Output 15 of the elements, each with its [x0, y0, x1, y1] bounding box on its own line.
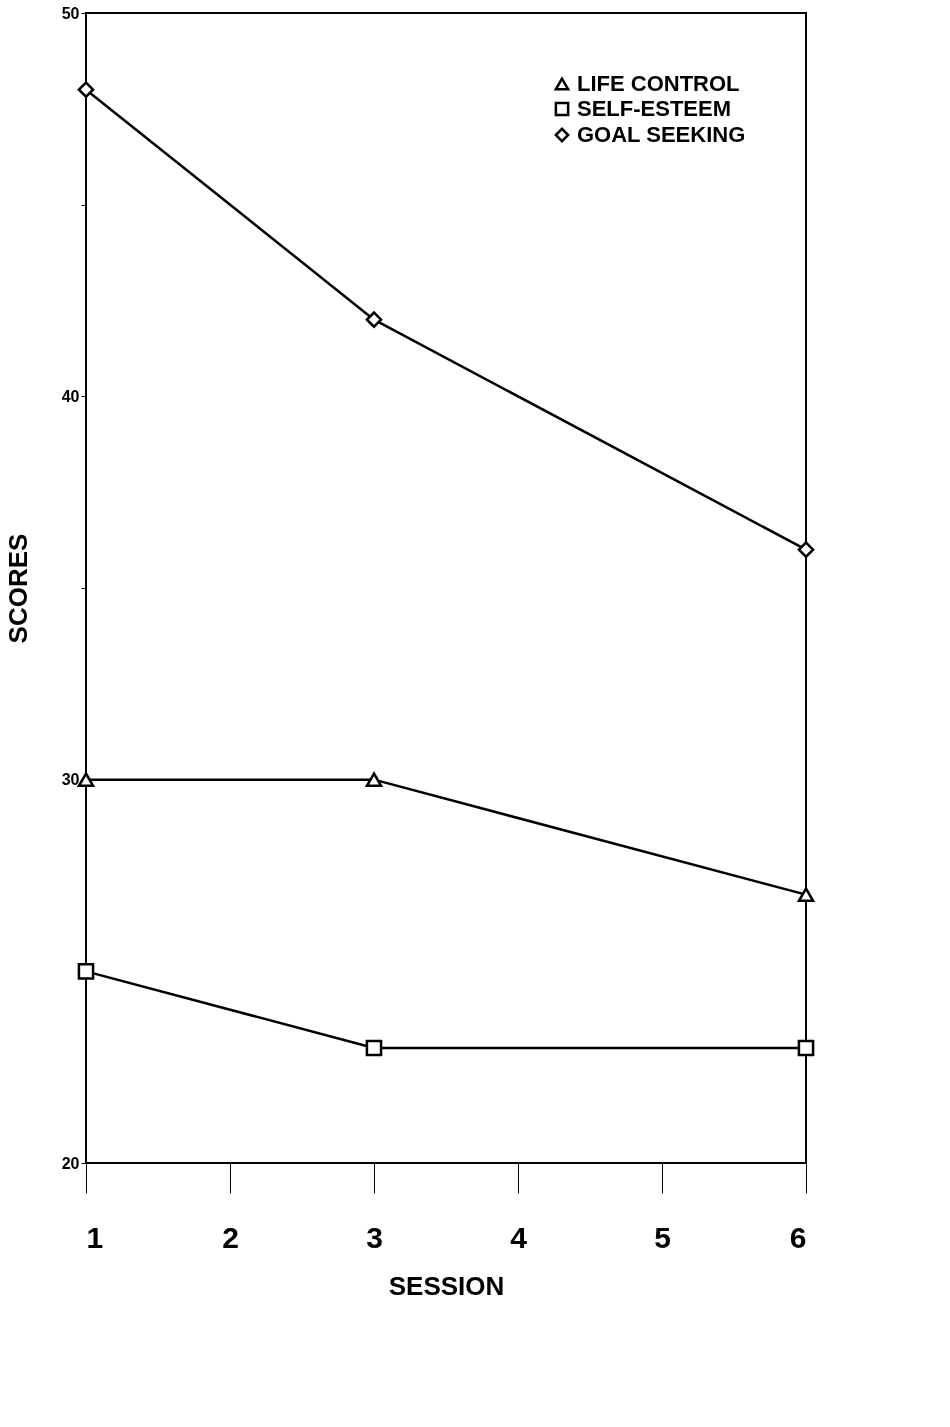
y-tick-label: 20 [61, 1154, 80, 1172]
legend-label: GOAL SEEKING [577, 122, 746, 147]
y-tick-label: 40 [61, 387, 80, 405]
y-tick-label: 30 [61, 771, 80, 789]
x-tick-label: 4 [510, 1220, 528, 1254]
y-tick-label: 50 [61, 4, 80, 22]
legend-label: SELF-ESTEEM [577, 96, 732, 121]
x-axis-title: SESSION [388, 1270, 505, 1301]
y-axis-title: SCORES [2, 533, 33, 644]
x-tick-label: 2 [222, 1220, 239, 1254]
legend-label: LIFE CONTROL [577, 71, 740, 96]
x-tick-label: 6 [789, 1220, 807, 1254]
x-tick-label: 5 [654, 1220, 671, 1254]
x-tick-label: 3 [366, 1220, 383, 1254]
x-tick-label: 1 [86, 1220, 104, 1254]
